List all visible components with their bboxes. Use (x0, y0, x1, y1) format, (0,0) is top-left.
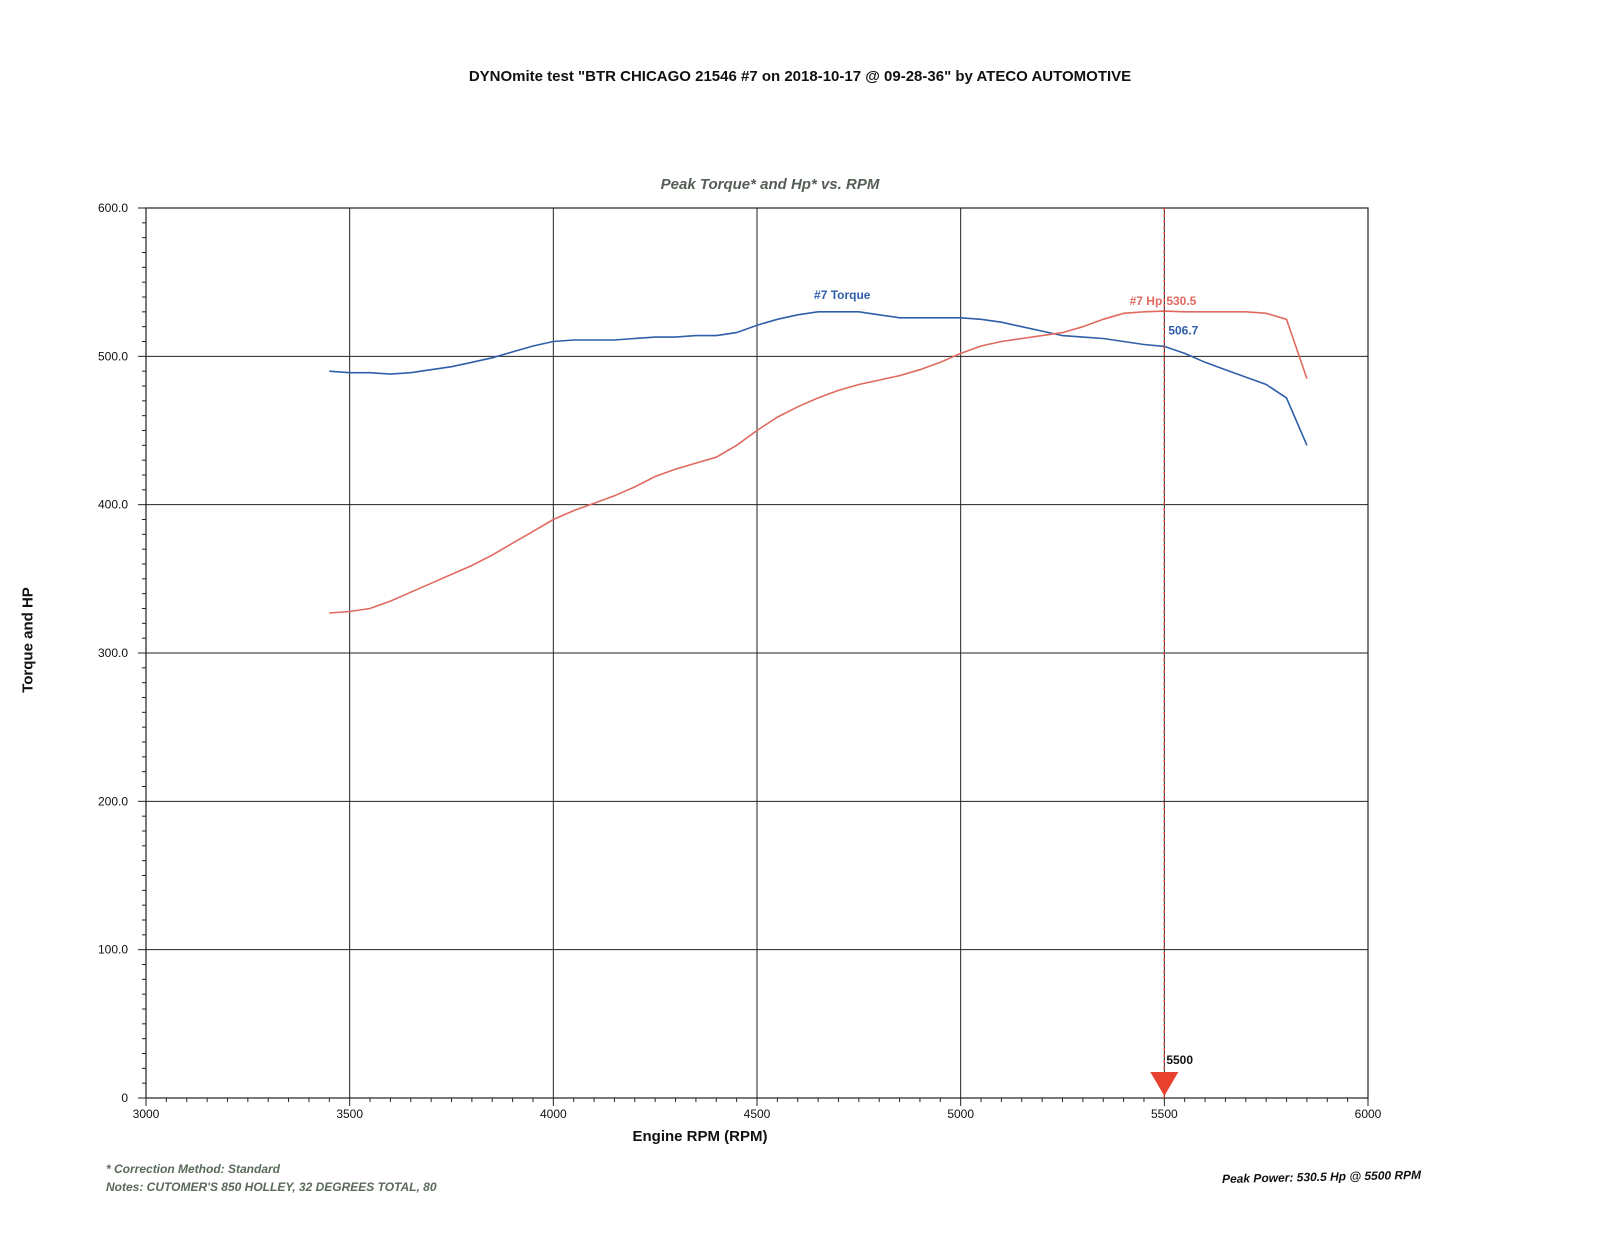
x-tick-label: 6000 (1355, 1107, 1382, 1121)
annotation-label: 530.5 (1166, 294, 1196, 308)
y-tick-label: 600.0 (98, 201, 128, 215)
x-axis-label: Engine RPM (RPM) (632, 1128, 768, 1145)
series-line-7-torque (329, 310, 1308, 446)
peak-rpm-marker-triangle (1150, 1072, 1179, 1096)
x-tick-label: 3000 (133, 1107, 160, 1121)
annotation-label: 506.7 (1168, 323, 1198, 337)
chart-title: Peak Torque* and Hp* vs. RPM (660, 176, 880, 193)
annotation-label: #7 Torque (814, 288, 871, 302)
x-tick-label: 4000 (540, 1107, 567, 1121)
annotation-label: 5500 (1166, 1053, 1193, 1067)
y-axis-label: Torque and HP (19, 587, 37, 693)
annotation-label: #7 Hp (1130, 294, 1163, 308)
y-tick-label: 0 (121, 1091, 128, 1105)
y-tick-label: 500.0 (98, 349, 128, 363)
x-tick-label: 5500 (1151, 1107, 1178, 1121)
x-tick-label: 5000 (947, 1107, 974, 1121)
notes-text: Notes: CUTOMER'S 850 HOLLEY, 32 DEGREES … (106, 1180, 437, 1194)
page-title: DYNOmite test "BTR CHICAGO 21546 #7 on 2… (468, 68, 1132, 85)
y-tick-label: 400.0 (98, 498, 128, 512)
series-line-7-hp (329, 310, 1308, 614)
y-tick-label: 300.0 (98, 646, 128, 660)
y-tick-label: 200.0 (98, 794, 128, 808)
correction-method-note: * Correction Method: Standard (106, 1162, 281, 1176)
y-tick-label: 100.0 (98, 943, 128, 957)
x-tick-label: 3500 (336, 1107, 363, 1121)
x-tick-label: 4500 (744, 1107, 771, 1121)
